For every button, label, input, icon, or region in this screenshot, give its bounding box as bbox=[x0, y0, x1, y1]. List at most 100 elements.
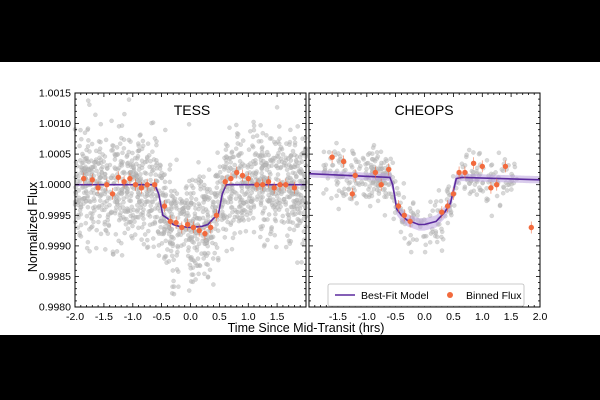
raw-point bbox=[251, 119, 256, 125]
raw-point bbox=[174, 205, 179, 211]
raw-point bbox=[78, 127, 83, 133]
raw-point bbox=[119, 187, 125, 192]
raw-point bbox=[161, 256, 167, 261]
raw-point bbox=[159, 170, 164, 176]
raw-point bbox=[98, 121, 104, 127]
legend-frame bbox=[327, 283, 525, 307]
raw-point bbox=[152, 221, 158, 226]
raw-point bbox=[85, 98, 91, 103]
raw-point bbox=[185, 248, 191, 253]
raw-point bbox=[123, 221, 129, 227]
raw-point bbox=[262, 162, 268, 168]
raw-point bbox=[294, 197, 300, 203]
raw-point bbox=[119, 123, 125, 128]
raw-point bbox=[149, 194, 154, 199]
raw-point bbox=[227, 195, 232, 200]
binned-point bbox=[104, 182, 110, 188]
raw-point bbox=[89, 141, 95, 147]
raw-point bbox=[378, 163, 384, 169]
raw-point bbox=[149, 120, 154, 126]
raw-point bbox=[450, 174, 456, 179]
raw-point bbox=[265, 237, 270, 243]
raw-point bbox=[124, 161, 130, 166]
raw-point bbox=[96, 219, 101, 225]
raw-point bbox=[97, 149, 102, 155]
raw-point bbox=[206, 167, 212, 172]
x-tick-label: 0.0 bbox=[183, 311, 198, 323]
raw-point bbox=[175, 243, 180, 249]
raw-point bbox=[375, 154, 381, 159]
raw-point bbox=[230, 209, 235, 215]
raw-point bbox=[102, 219, 108, 225]
cheops-model-band bbox=[309, 170, 540, 231]
raw-point bbox=[82, 165, 88, 171]
raw-point bbox=[286, 215, 292, 221]
raw-point bbox=[123, 209, 128, 214]
raw-point bbox=[212, 250, 217, 256]
raw-point bbox=[275, 172, 281, 177]
raw-point bbox=[132, 155, 138, 161]
raw-point bbox=[186, 122, 192, 127]
raw-point bbox=[346, 187, 351, 192]
raw-point bbox=[159, 241, 165, 246]
raw-point bbox=[484, 198, 489, 204]
raw-point bbox=[183, 185, 189, 191]
raw-point bbox=[130, 164, 136, 169]
raw-point bbox=[181, 208, 187, 214]
raw-point bbox=[273, 218, 279, 224]
raw-point bbox=[162, 224, 168, 229]
raw-point bbox=[128, 198, 134, 204]
raw-point bbox=[369, 190, 375, 196]
binned-point bbox=[372, 169, 379, 176]
raw-point bbox=[140, 143, 146, 149]
raw-point bbox=[266, 212, 272, 217]
raw-point bbox=[267, 136, 273, 141]
raw-point bbox=[300, 241, 305, 247]
raw-point bbox=[103, 228, 109, 233]
raw-point bbox=[284, 207, 290, 213]
raw-point bbox=[134, 202, 140, 208]
raw-point bbox=[154, 158, 159, 163]
raw-point bbox=[259, 153, 264, 158]
raw-point bbox=[169, 234, 175, 240]
raw-point bbox=[250, 134, 256, 140]
raw-point bbox=[286, 188, 292, 193]
raw-point bbox=[212, 190, 218, 196]
raw-point bbox=[298, 210, 303, 216]
raw-point bbox=[87, 227, 92, 232]
raw-point bbox=[113, 186, 118, 192]
raw-point bbox=[118, 210, 123, 216]
raw-point bbox=[410, 200, 416, 205]
raw-point bbox=[167, 162, 173, 168]
raw-point bbox=[238, 203, 244, 208]
raw-point bbox=[142, 232, 148, 237]
raw-point bbox=[357, 166, 362, 171]
raw-point bbox=[193, 178, 198, 184]
raw-point bbox=[146, 212, 151, 217]
raw-point bbox=[235, 209, 241, 215]
raw-point bbox=[140, 162, 145, 167]
raw-point bbox=[108, 175, 113, 181]
raw-point bbox=[84, 190, 89, 195]
raw-point bbox=[228, 166, 234, 171]
raw-point bbox=[283, 244, 289, 250]
raw-point bbox=[190, 185, 196, 191]
raw-point bbox=[398, 229, 404, 235]
raw-point bbox=[285, 172, 291, 177]
raw-point bbox=[265, 217, 270, 222]
raw-point bbox=[252, 152, 258, 158]
raw-point bbox=[142, 170, 148, 175]
binned-point bbox=[502, 163, 509, 170]
model-uncertainty-band bbox=[309, 170, 540, 231]
raw-point bbox=[78, 201, 84, 207]
raw-point bbox=[102, 207, 107, 213]
raw-point bbox=[484, 186, 489, 191]
raw-point bbox=[174, 191, 180, 196]
raw-point bbox=[236, 153, 242, 158]
raw-point bbox=[270, 204, 276, 210]
best-fit-model-line bbox=[75, 183, 306, 229]
raw-point bbox=[79, 160, 85, 166]
raw-point bbox=[250, 143, 255, 148]
raw-point bbox=[219, 209, 225, 215]
raw-point bbox=[197, 174, 202, 179]
